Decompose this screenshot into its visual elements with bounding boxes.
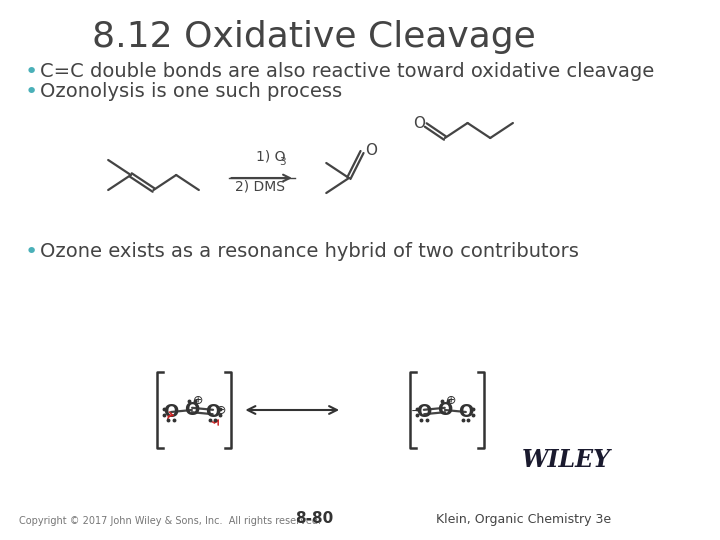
Text: ⊕: ⊕ bbox=[193, 394, 203, 407]
Text: O: O bbox=[437, 401, 453, 419]
Text: ⊕: ⊕ bbox=[446, 394, 456, 407]
Text: 1) O: 1) O bbox=[256, 150, 286, 164]
Text: •: • bbox=[24, 242, 37, 262]
Text: 8.12 Oxidative Cleavage: 8.12 Oxidative Cleavage bbox=[92, 20, 536, 54]
Text: Copyright © 2017 John Wiley & Sons, Inc.  All rights reserved.: Copyright © 2017 John Wiley & Sons, Inc.… bbox=[19, 516, 321, 526]
Text: O: O bbox=[364, 143, 377, 158]
Text: •: • bbox=[24, 82, 37, 102]
Text: 3: 3 bbox=[279, 157, 286, 167]
Text: C=C double bonds are also reactive toward oxidative cleavage: C=C double bonds are also reactive towar… bbox=[40, 62, 654, 81]
Text: O: O bbox=[163, 403, 179, 421]
Text: −: − bbox=[411, 404, 421, 417]
Text: 2) DMS: 2) DMS bbox=[235, 180, 285, 194]
Text: Ozone exists as a resonance hybrid of two contributors: Ozone exists as a resonance hybrid of tw… bbox=[40, 242, 579, 261]
Text: O: O bbox=[416, 403, 431, 421]
Text: WILEY: WILEY bbox=[522, 448, 611, 472]
Text: •: • bbox=[24, 62, 37, 82]
Text: O: O bbox=[205, 403, 220, 421]
Text: 8-80: 8-80 bbox=[295, 511, 333, 526]
Text: O: O bbox=[413, 117, 426, 132]
Text: Ozonolysis is one such process: Ozonolysis is one such process bbox=[40, 82, 342, 101]
Text: O: O bbox=[184, 401, 199, 419]
Text: Klein, Organic Chemistry 3e: Klein, Organic Chemistry 3e bbox=[436, 513, 611, 526]
Text: ⊖: ⊖ bbox=[216, 404, 227, 417]
Text: O: O bbox=[458, 403, 474, 421]
